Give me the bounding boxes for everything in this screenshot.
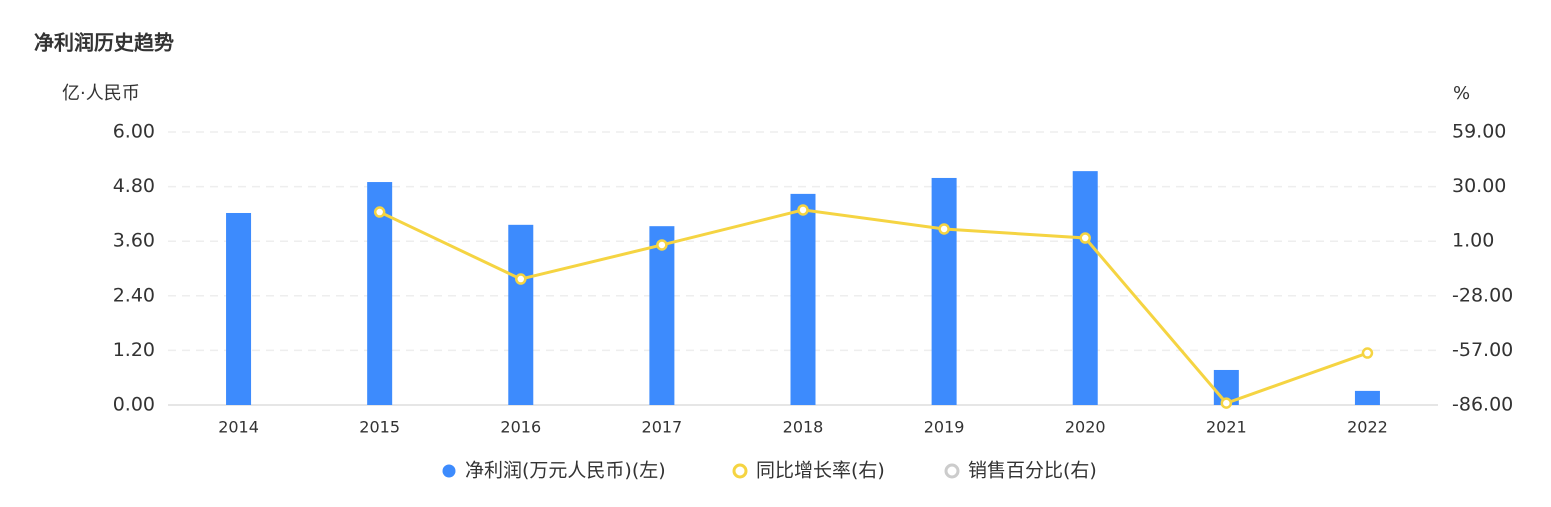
x-tick-label: 2020 bbox=[1065, 418, 1106, 437]
point bbox=[515, 273, 527, 285]
point bbox=[1079, 232, 1091, 244]
x-tick-label: 2017 bbox=[642, 418, 683, 437]
legend-swatch bbox=[732, 463, 748, 479]
x-tick-label: 2018 bbox=[783, 418, 824, 437]
y2-axis-label: % bbox=[1453, 83, 1470, 104]
y2-tick-label: 30.00 bbox=[1452, 175, 1506, 197]
y2-tick-label: 59.00 bbox=[1452, 121, 1506, 143]
point bbox=[797, 204, 809, 216]
bar bbox=[1354, 390, 1380, 405]
y2-tick-label: -86.00 bbox=[1452, 394, 1513, 416]
point bbox=[1220, 397, 1233, 409]
bar bbox=[931, 177, 957, 405]
bar bbox=[367, 182, 393, 405]
line bbox=[379, 208, 1368, 405]
y-tick-label: 4.80 bbox=[113, 175, 155, 197]
point bbox=[656, 239, 668, 251]
y2-tick-label: 1.00 bbox=[1452, 230, 1494, 252]
legend-label: 同比增长率(右) bbox=[756, 460, 885, 482]
y-tick-label: 3.60 bbox=[113, 230, 155, 252]
y2-tick-label: -57.00 bbox=[1452, 339, 1513, 361]
bar bbox=[508, 224, 534, 405]
bar bbox=[226, 212, 252, 405]
y-tick-label: 2.40 bbox=[113, 284, 155, 306]
x-tick-label: 2015 bbox=[359, 418, 400, 437]
y-tick-label: 1.20 bbox=[113, 339, 155, 361]
x-tick-label: 2019 bbox=[924, 418, 965, 437]
y-axis-label: 亿·人民币 bbox=[62, 83, 140, 104]
y-tick-label: 6.00 bbox=[113, 121, 155, 143]
bar bbox=[649, 226, 675, 405]
point bbox=[373, 206, 386, 218]
point bbox=[1361, 347, 1374, 359]
legend-label: 净利润(万元人民币)(左) bbox=[465, 460, 666, 482]
x-tick-label: 2022 bbox=[1347, 418, 1388, 437]
legend-label: 销售百分比(右) bbox=[968, 460, 1097, 482]
x-tick-label: 2014 bbox=[218, 418, 259, 437]
x-tick-label: 2016 bbox=[500, 418, 541, 437]
bar bbox=[1072, 171, 1098, 405]
y2-tick-label: -28.00 bbox=[1452, 284, 1513, 306]
point bbox=[938, 223, 950, 235]
bar bbox=[790, 193, 816, 405]
legend-swatch bbox=[442, 464, 456, 478]
x-tick-label: 2021 bbox=[1206, 418, 1247, 437]
legend-swatch bbox=[944, 463, 960, 479]
y-tick-label: 0.00 bbox=[113, 394, 155, 416]
chart-title: 净利润历史趋势 bbox=[34, 31, 174, 55]
